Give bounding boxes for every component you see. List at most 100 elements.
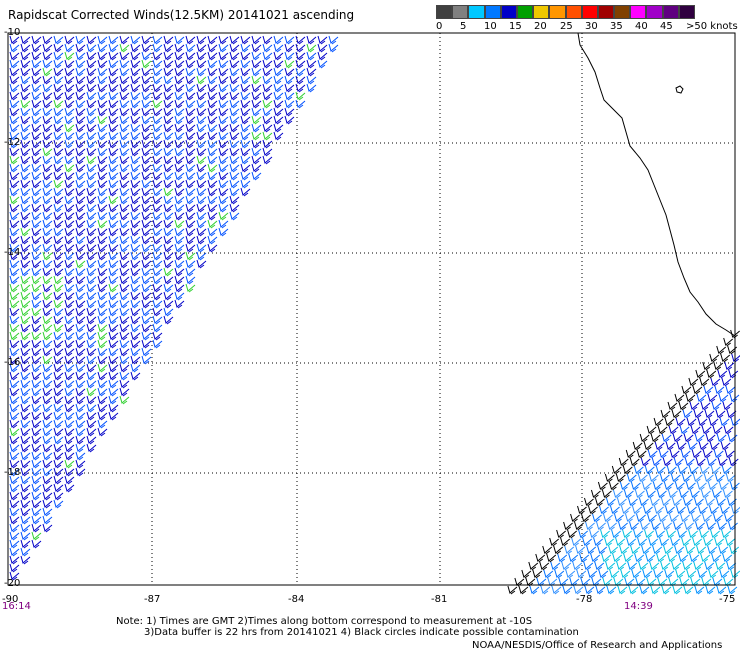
wind-barb: [207, 203, 218, 213]
wind-barb: [53, 363, 64, 373]
wind-barb: [649, 561, 660, 571]
wind-barb: [152, 315, 163, 325]
wind-barb: [664, 417, 675, 427]
wind-barb: [64, 171, 75, 181]
wind-barb: [119, 195, 130, 205]
wind-barb: [590, 553, 601, 563]
wind-barb: [53, 259, 64, 269]
lat-label-12: -12: [4, 137, 21, 148]
wind-barb: [606, 585, 617, 595]
wind-barb: [119, 291, 130, 301]
wind-barb: [570, 513, 580, 523]
wind-barb: [328, 35, 339, 45]
wind-barb: [207, 51, 218, 61]
wind-barb: [616, 561, 627, 571]
wind-barb: [240, 171, 251, 181]
wind-barb: [317, 43, 328, 53]
wind-barb: [53, 403, 64, 413]
wind-barb: [625, 513, 635, 523]
wind-barb: [42, 59, 53, 69]
wind-barb: [218, 99, 229, 109]
wind-barb: [610, 505, 620, 515]
wind-barb: [218, 91, 229, 101]
wind-barb: [75, 283, 86, 293]
wind-barb: [42, 483, 53, 493]
wind-barb: [53, 483, 64, 493]
wind-barb: [273, 91, 284, 101]
wind-barb: [108, 155, 119, 165]
wind-barb: [75, 155, 86, 165]
wind-barb: [196, 187, 207, 197]
wind-barb: [130, 283, 141, 293]
wind-barb: [196, 67, 207, 77]
wind-barb: [706, 521, 716, 531]
wind-barb: [676, 441, 687, 451]
wind-barb: [64, 467, 75, 477]
wind-barb: [581, 513, 591, 523]
wind-barb: [540, 585, 551, 595]
wind-barb: [31, 235, 42, 245]
wind-barb: [20, 59, 31, 69]
wind-barb: [97, 147, 108, 157]
wind-barb: [598, 569, 609, 579]
wind-barb: [708, 569, 719, 579]
legend-label: 10: [484, 21, 497, 32]
wind-barb: [75, 59, 86, 69]
wind-barb: [703, 385, 714, 395]
wind-barb: [174, 51, 185, 61]
wind-barb: [693, 409, 704, 419]
wind-barb: [728, 369, 739, 379]
wind-barb: [53, 339, 64, 349]
wind-barb: [196, 211, 207, 221]
wind-barb: [229, 123, 240, 133]
wind-barb: [75, 35, 86, 45]
wind-barb: [163, 51, 174, 61]
wind-barb: [53, 371, 64, 381]
wind-barb: [185, 187, 196, 197]
wind-barb: [273, 35, 284, 45]
wind-barb: [75, 243, 86, 253]
wind-barb: [706, 369, 717, 379]
wind-barb: [20, 259, 31, 269]
wind-barb: [174, 123, 185, 133]
wind-barb: [185, 59, 196, 69]
wind-barb: [688, 465, 699, 475]
wind-barb: [64, 211, 75, 221]
lat-label-20: -20: [4, 578, 21, 589]
wind-barb: [229, 43, 240, 53]
wind-barb: [141, 283, 152, 293]
wind-barb: [728, 457, 739, 467]
wind-barb: [707, 545, 718, 555]
lon-label-81: -81: [431, 594, 448, 605]
wind-barb: [727, 585, 738, 595]
wind-barb: [185, 251, 196, 261]
wind-barb: [701, 425, 712, 435]
wind-barb: [53, 427, 64, 437]
wind-barb: [53, 451, 64, 461]
legend-swatch: [500, 5, 517, 19]
wind-barb: [86, 195, 97, 205]
wind-barb: [97, 35, 108, 45]
wind-barb: [31, 331, 42, 341]
wind-barb: [108, 123, 119, 133]
legend-swatch: [597, 5, 615, 19]
wind-barb: [42, 339, 53, 349]
wind-barb: [284, 107, 295, 117]
wind-barb: [174, 243, 185, 253]
wind-barb: [97, 203, 108, 213]
wind-barb: [262, 59, 273, 69]
wind-barb: [75, 347, 86, 357]
wind-barb: [229, 147, 240, 157]
wind-barb: [9, 323, 20, 333]
wind-barb: [614, 513, 624, 523]
wind-barb: [185, 179, 196, 189]
wind-barb: [262, 83, 273, 93]
wind-barb: [97, 283, 108, 293]
wind-barb: [108, 395, 119, 405]
wind-barb: [152, 339, 163, 349]
wind-barb: [693, 561, 704, 571]
legend-label: 40: [635, 21, 648, 32]
wind-barb: [86, 291, 97, 301]
wind-barb: [42, 459, 53, 469]
wind-barb: [681, 537, 692, 547]
